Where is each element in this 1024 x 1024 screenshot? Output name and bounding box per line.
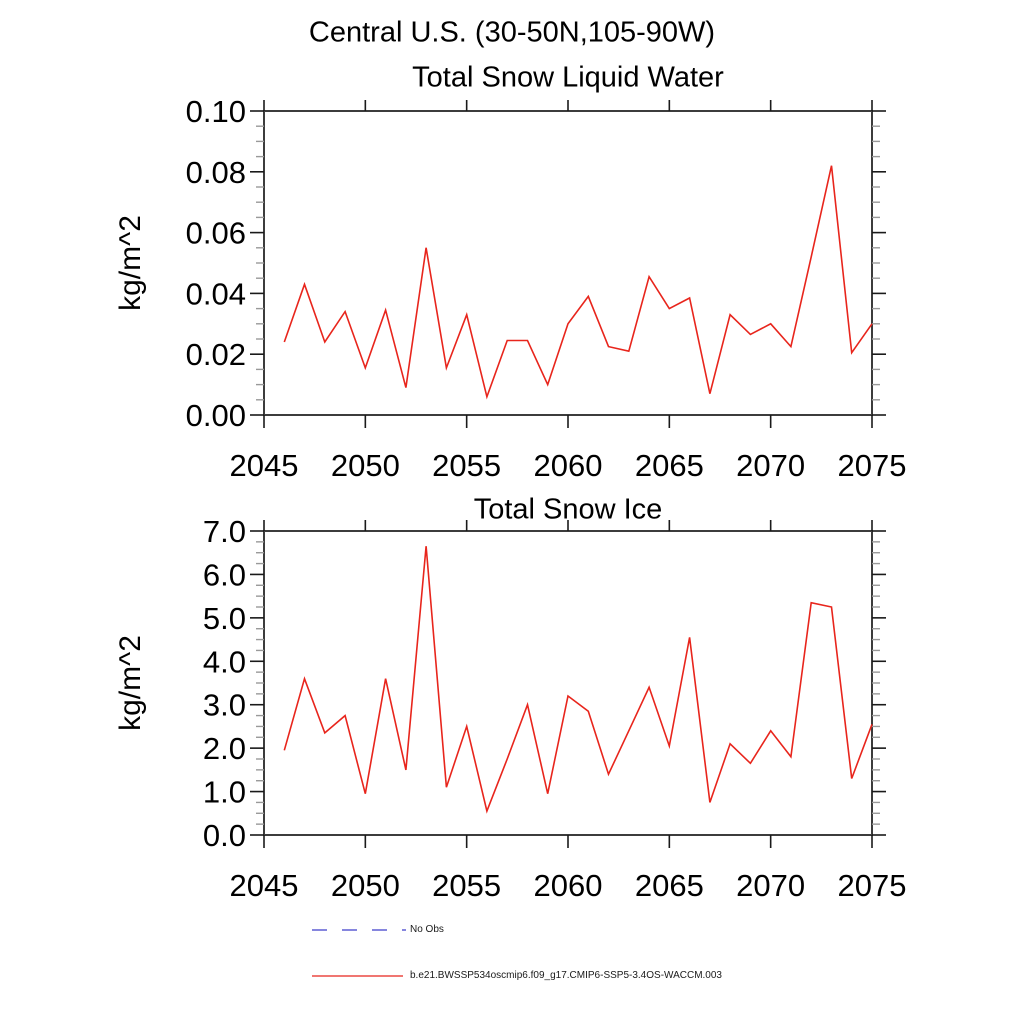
y-tick-label: 6.0: [203, 557, 246, 592]
x-tick-label: 2050: [331, 448, 400, 483]
plot-frame: [263, 530, 873, 836]
x-tick-label: 2075: [838, 868, 907, 903]
x-tick-label: 2050: [331, 868, 400, 903]
y-tick-label: 5.0: [203, 601, 246, 636]
y-tick-label: 0.08: [186, 155, 246, 190]
plot-frame: [263, 110, 873, 416]
y-tick-label: 3.0: [203, 688, 246, 723]
legend-lines: [312, 929, 406, 977]
y-tick-label: 4.0: [203, 644, 246, 679]
series-line: [283, 165, 873, 400]
y-tick-label: 0.06: [186, 216, 246, 251]
y-tick-label: 0.00: [186, 398, 246, 433]
x-tick-label: 2065: [635, 448, 704, 483]
x-tick-label: 2075: [838, 448, 907, 483]
y-tick-label: 0.02: [186, 337, 246, 372]
x-tick-label: 2045: [230, 868, 299, 903]
x-tick-label: 2070: [736, 448, 805, 483]
region-title: Central U.S. (30-50N,105-90W): [308, 16, 716, 49]
x-tick-label: 2045: [230, 448, 299, 483]
y-tick-label: 0.04: [186, 276, 246, 311]
y-tick-label: 1.0: [203, 775, 246, 810]
y-tick-label: 0.0: [203, 818, 246, 853]
x-tick-label: 2070: [736, 868, 805, 903]
snow-liquid-water-plot: 2045 2050 2055 2060 2065 2070 2075 0.00 0.02 0.04…: [186, 94, 907, 483]
y-tick-label: 7.0: [203, 514, 246, 549]
series-line: [283, 546, 873, 814]
model-legend-label: b.e21.BWSSP534oscmip6.f09_g17.CMIP6-SSP5…: [410, 970, 722, 981]
x-tick-label: 2055: [432, 448, 501, 483]
x-tick-label: 2055: [432, 868, 501, 903]
snow-ice-plot: 2045 2050 2055 2060 2065 2070 2075 0.0 1.0 2.0 3.0…: [203, 514, 907, 903]
x-tick-label: 2060: [534, 448, 603, 483]
y-tick-label: 0.10: [186, 94, 246, 129]
x-tick-label: 2065: [635, 868, 704, 903]
no-obs-legend-label: No Obs: [410, 924, 444, 935]
x-tick-label: 2060: [534, 868, 603, 903]
snow-liquid-water-title: Total Snow Liquid Water: [412, 61, 724, 94]
y-tick-label: 2.0: [203, 731, 246, 766]
